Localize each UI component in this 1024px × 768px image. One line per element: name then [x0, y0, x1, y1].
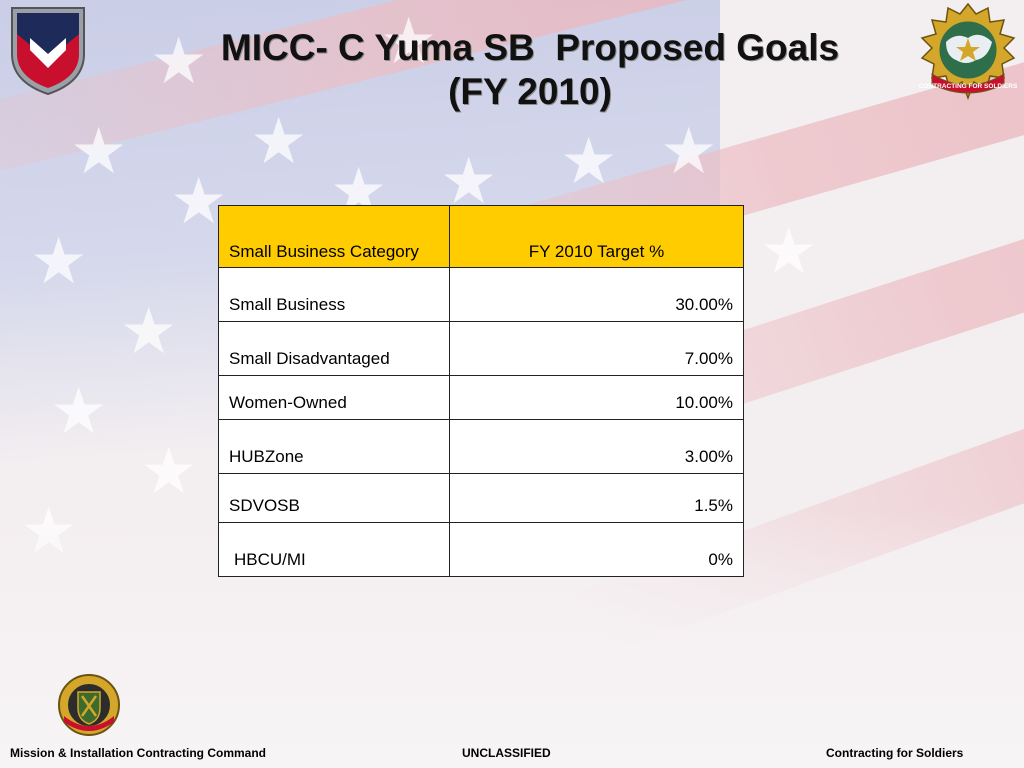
- star-icon: ★: [120, 295, 178, 369]
- category-cell: HUBZone: [218, 419, 450, 474]
- header-target: FY 2010 Target %: [449, 205, 744, 268]
- category-cell: SDVOSB: [218, 473, 450, 523]
- table-row: Small Disadvantaged 7.00%: [218, 321, 744, 376]
- target-cell: 3.00%: [449, 419, 744, 474]
- footer-classification: UNCLASSIFIED: [462, 746, 551, 760]
- page-title: MICC- C Yuma SB Proposed Goals (FY 2010): [150, 26, 910, 114]
- star-icon: ★: [50, 375, 108, 449]
- table-header-row: Small Business Category FY 2010 Target %: [218, 205, 744, 268]
- goals-table: Small Business Category FY 2010 Target %…: [218, 205, 744, 577]
- category-cell: HBCU/MI: [218, 522, 450, 577]
- category-cell: Small Disadvantaged: [218, 321, 450, 376]
- contracting-command-emblem-icon: CONTRACTING FOR SOLDIERS: [919, 2, 1018, 101]
- star-icon: ★: [140, 435, 198, 509]
- star-icon: ★: [170, 165, 228, 239]
- table-row: Women-Owned 10.00%: [218, 375, 744, 420]
- title-line-1: MICC- C Yuma SB Proposed Goals: [220, 27, 840, 68]
- target-cell: 30.00%: [449, 267, 744, 322]
- category-label: HBCU/MI: [234, 550, 306, 569]
- star-icon: ★: [380, 5, 438, 79]
- star-icon: ★: [250, 105, 308, 179]
- star-icon: ★: [30, 225, 88, 299]
- target-cell: 7.00%: [449, 321, 744, 376]
- category-cell: Small Business: [218, 267, 450, 322]
- star-icon: ★: [440, 145, 498, 219]
- emblem-motto: CONTRACTING FOR SOLDIERS: [919, 83, 1018, 90]
- table-row: Small Business 30.00%: [218, 267, 744, 322]
- star-icon: ★: [560, 125, 618, 199]
- contracting-unit-crest-icon: [58, 674, 120, 736]
- target-cell: 0%: [449, 522, 744, 577]
- star-icon: ★: [70, 115, 128, 189]
- table-row: HBCU/MI 0%: [218, 522, 744, 577]
- category-cell: Women-Owned: [218, 375, 450, 420]
- footer-motto: Contracting for Soldiers: [826, 746, 964, 760]
- target-cell: 1.5%: [449, 473, 744, 523]
- star-icon: ★: [150, 25, 208, 99]
- star-icon: ★: [660, 115, 718, 189]
- table-row: SDVOSB 1.5%: [218, 473, 744, 523]
- footer-organization: Mission & Installation Contracting Comma…: [10, 746, 267, 760]
- table-row: HUBZone 3.00%: [218, 419, 744, 474]
- army-materiel-command-shield-icon: [11, 7, 85, 96]
- title-line-2: (FY 2010): [448, 71, 612, 112]
- target-cell: 10.00%: [449, 375, 744, 420]
- header-category: Small Business Category: [218, 205, 450, 268]
- star-icon: ★: [760, 215, 818, 289]
